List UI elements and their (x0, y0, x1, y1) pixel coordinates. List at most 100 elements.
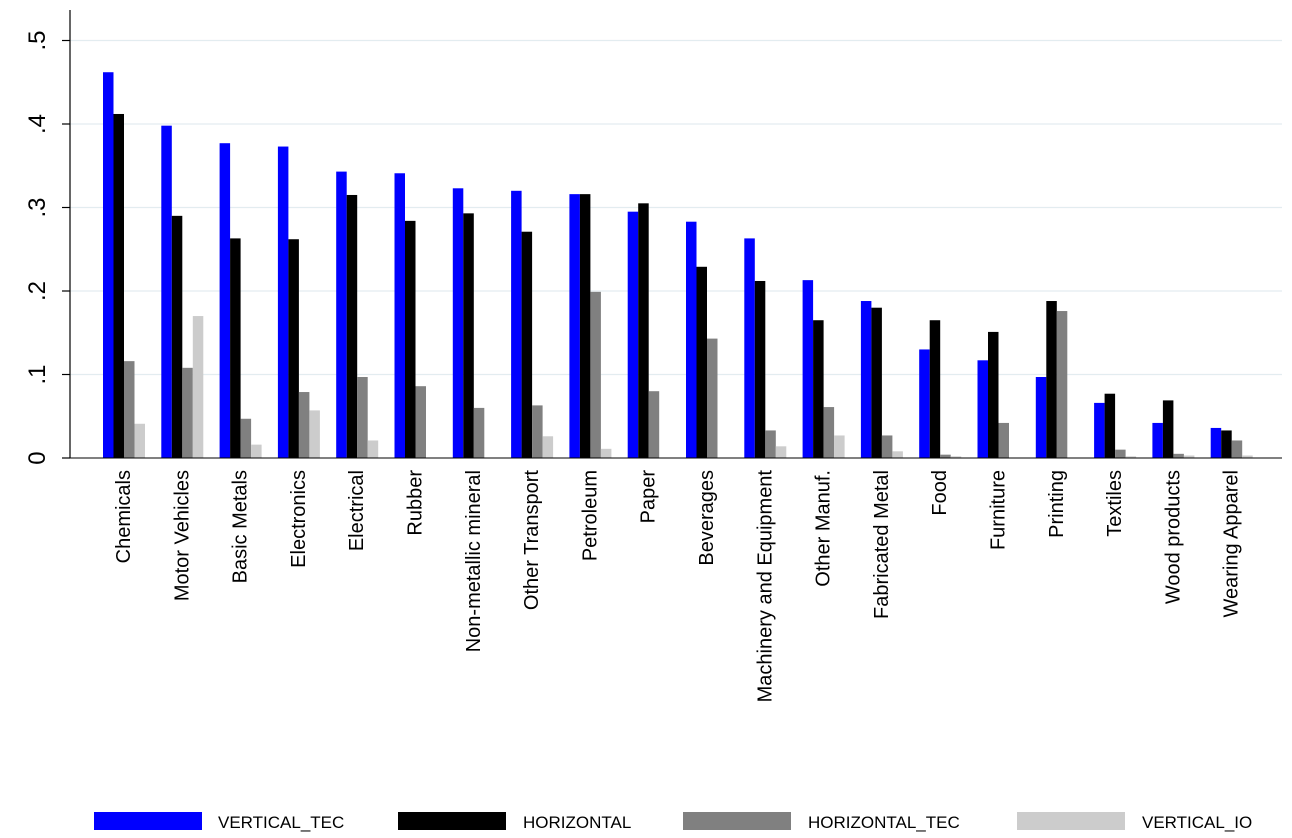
bar (1057, 311, 1068, 458)
category-label: Paper (638, 470, 660, 524)
bar (824, 407, 835, 458)
bar (940, 455, 951, 458)
bar (803, 280, 814, 458)
bar (1163, 400, 1174, 458)
bar (1036, 377, 1047, 458)
category-label: Motor Vehicles (171, 470, 193, 601)
y-tick-label: .5 (24, 30, 51, 50)
legend-label: VERTICAL_TEC (218, 813, 344, 832)
category-label: Machinery and Equipment (754, 470, 776, 703)
y-tick-label: .3 (24, 197, 51, 217)
bar (638, 203, 649, 458)
bar (580, 194, 591, 458)
bar (193, 316, 204, 458)
category-label: Textiles (1104, 470, 1126, 537)
category-label: Beverages (696, 470, 718, 566)
category-label: Printing (1046, 470, 1068, 538)
bar (999, 423, 1010, 458)
bar (114, 114, 125, 458)
category-label: Wearing Apparel (1221, 470, 1243, 618)
bar (755, 281, 766, 458)
bar (1232, 440, 1243, 458)
bar (601, 449, 612, 458)
bar (1105, 394, 1116, 458)
y-tick-label: .4 (24, 114, 51, 134)
category-label: Furniture (988, 470, 1010, 550)
category-label: Other Manuf. (813, 470, 835, 587)
bar (220, 143, 231, 458)
bar (1211, 428, 1222, 458)
legend-swatch (398, 812, 506, 830)
legend-label: HORIZONTAL (523, 813, 631, 832)
bar (1094, 403, 1105, 458)
bar (299, 392, 310, 458)
bar (405, 221, 416, 458)
legend-swatch (683, 812, 791, 830)
bar (230, 238, 241, 458)
category-label: Chemicals (113, 470, 135, 563)
bar (707, 339, 718, 458)
bar (686, 222, 697, 458)
y-tick-label: .2 (24, 281, 51, 301)
bar (1046, 301, 1057, 458)
legend-label: HORIZONTAL_TEC (808, 813, 960, 832)
bar (251, 445, 262, 458)
bar (522, 232, 533, 458)
bar (834, 435, 845, 458)
legend-swatch (1017, 812, 1125, 830)
bar (649, 391, 660, 458)
bar (161, 126, 172, 458)
category-label: Non-metallic mineral (463, 470, 485, 652)
category-label: Electronics (288, 470, 310, 568)
bar (103, 72, 114, 458)
category-label: Other Transport (521, 470, 543, 611)
bar (347, 195, 358, 458)
bar (309, 410, 320, 458)
bar (463, 213, 474, 458)
category-label: Basic Metals (230, 470, 252, 583)
y-tick-label: .1 (24, 364, 51, 384)
bar (474, 408, 485, 458)
bar (861, 301, 872, 458)
bar (135, 424, 146, 458)
bar (697, 267, 708, 458)
bar (453, 188, 464, 458)
bar (278, 147, 289, 458)
bar (744, 238, 755, 458)
category-label: Wood products (1162, 470, 1184, 604)
bar (124, 361, 135, 458)
bar (1115, 450, 1126, 458)
bar (357, 377, 368, 458)
legend-label: VERTICAL_IO (1142, 813, 1252, 832)
bar (511, 191, 521, 458)
y-tick-label: 0 (24, 451, 51, 464)
bar (569, 194, 580, 458)
bar (241, 419, 252, 458)
category-label: Petroleum (579, 470, 601, 561)
category-label: Fabricated Metal (871, 470, 893, 619)
legend-swatch (94, 812, 202, 830)
bar (988, 332, 999, 458)
bar (336, 172, 347, 458)
bar (930, 320, 941, 458)
bar (892, 451, 903, 458)
bar (416, 386, 427, 458)
bar (1221, 430, 1232, 458)
bar (765, 430, 776, 458)
category-label: Food (929, 470, 951, 516)
category-label: Rubber (405, 470, 427, 536)
bar (882, 435, 893, 458)
bar (395, 173, 406, 458)
bar (172, 216, 183, 458)
bar (628, 212, 639, 458)
bar (1173, 454, 1184, 458)
category-label: Electrical (346, 470, 368, 551)
bar (1152, 423, 1163, 458)
bar (813, 320, 824, 458)
bar (919, 349, 930, 458)
bar (776, 446, 787, 458)
bar (368, 440, 379, 458)
bar (590, 292, 601, 458)
bar (288, 239, 299, 458)
